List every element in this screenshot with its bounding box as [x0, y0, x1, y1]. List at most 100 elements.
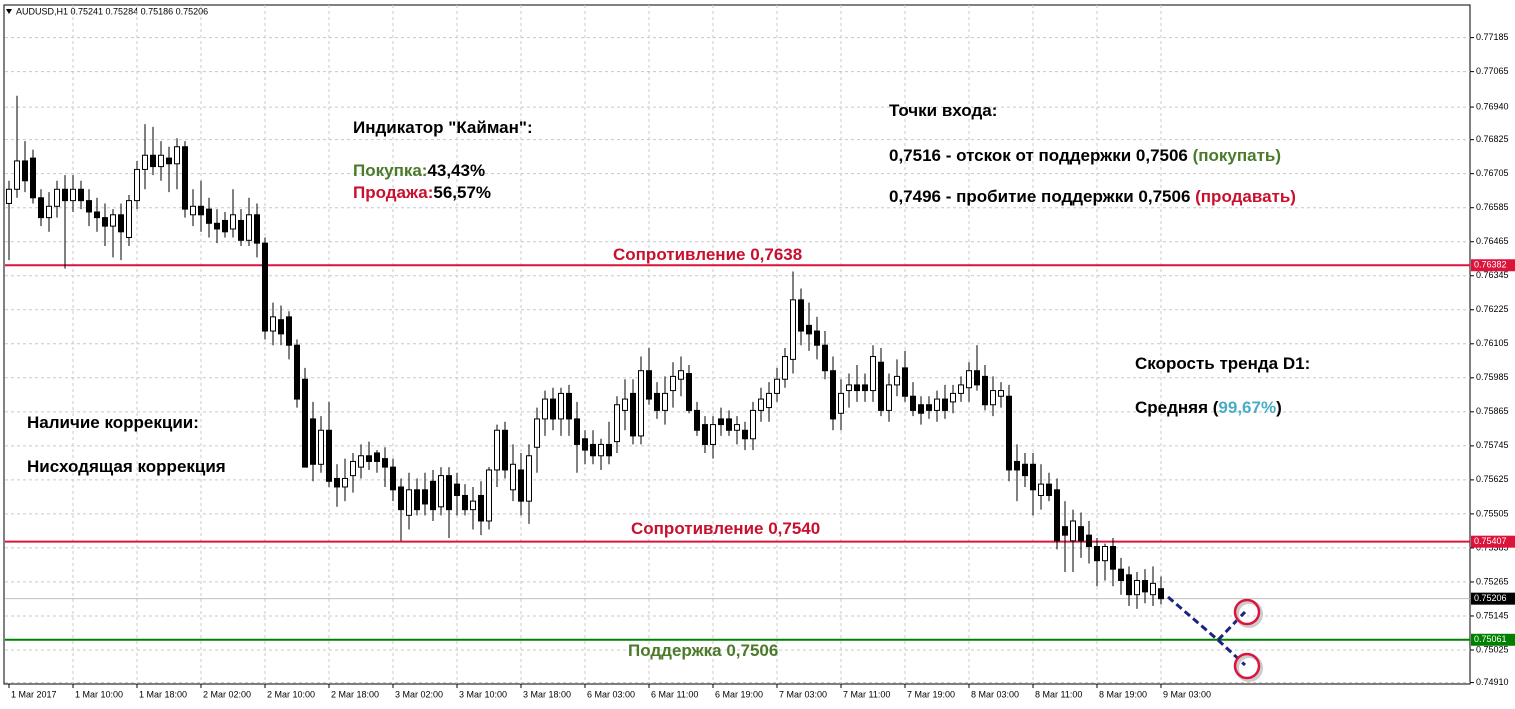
- candle-body: [438, 475, 444, 508]
- candle-body: [750, 409, 756, 440]
- candle-body: [838, 392, 844, 414]
- candle-body: [982, 375, 988, 406]
- correction-value: Нисходящая коррекция: [27, 457, 226, 476]
- candle-body: [526, 455, 532, 502]
- candle-body: [294, 344, 300, 400]
- candle-body: [190, 205, 196, 216]
- candle-body: [38, 197, 44, 219]
- candle-body: [862, 384, 868, 392]
- candle-body: [678, 370, 684, 380]
- candle-body: [574, 418, 580, 445]
- entry2: 0,7496 - пробитие поддержки 0,7506 (прод…: [889, 187, 1296, 206]
- candle-body: [726, 418, 732, 431]
- candle-body: [334, 477, 340, 488]
- y-tick-label: 0.76940: [1476, 101, 1509, 111]
- y-tick-label: 0.76225: [1476, 304, 1509, 314]
- y-tick-label: 0.76705: [1476, 168, 1509, 178]
- candle-body: [502, 429, 508, 471]
- y-tick-label: 0.77065: [1476, 66, 1509, 76]
- x-tick-label: 9 Mar 03:00: [1163, 689, 1211, 699]
- target-circle: [1233, 652, 1261, 680]
- x-tick-label: 6 Mar 11:00: [651, 689, 698, 699]
- candle-body: [926, 404, 932, 411]
- support-label: Поддержка 0,7506: [628, 641, 778, 660]
- candle-body: [302, 378, 308, 468]
- candle-body: [654, 392, 660, 411]
- candle-body: [398, 486, 404, 511]
- x-tick-label: 1 Mar 10:00: [75, 689, 123, 699]
- x-tick-label: 2 Mar 02:00: [203, 689, 251, 699]
- y-tick-label: 0.76105: [1476, 338, 1509, 348]
- candle-body: [462, 494, 468, 511]
- price-tag-label: 0.76382: [1474, 260, 1507, 270]
- candle-body: [766, 392, 772, 409]
- candle-body: [846, 384, 852, 392]
- candle-body: [742, 429, 748, 440]
- candle-body: [598, 443, 604, 457]
- candle-body: [102, 217, 108, 227]
- candle-body: [270, 316, 276, 332]
- y-tick-label: 0.75025: [1476, 644, 1509, 654]
- candle-body: [1142, 580, 1148, 593]
- trend-title: Скорость тренда D1:: [1135, 354, 1310, 373]
- y-tick-label: 0.75145: [1476, 610, 1509, 620]
- candle-body: [1022, 463, 1028, 477]
- candle-body: [1094, 545, 1100, 562]
- candle-body: [430, 480, 436, 511]
- candle-body: [1078, 526, 1084, 542]
- y-tick-label: 0.75745: [1476, 440, 1509, 450]
- trend-line: Средняя (99,67%): [1135, 398, 1282, 417]
- candle-body: [158, 154, 164, 168]
- projection: [1167, 595, 1263, 682]
- entry1: 0,7516 - отскок от поддержки 0,7506 (пок…: [889, 146, 1281, 165]
- candle-body: [1030, 463, 1036, 491]
- candle-body: [390, 466, 396, 491]
- candle-body: [150, 154, 156, 168]
- trend-prefix: Средняя (: [1135, 398, 1219, 417]
- candle-body: [1158, 588, 1164, 600]
- candle-body: [718, 418, 724, 426]
- buy-line: Покупка:43,43%: [353, 161, 485, 180]
- candle-body: [646, 370, 652, 400]
- candle-body: [638, 370, 644, 437]
- candle-body: [686, 373, 692, 411]
- candle-body: [1070, 520, 1076, 542]
- candle-body: [230, 214, 236, 230]
- price-tag: [1471, 633, 1515, 646]
- buy-value: 43,43%: [427, 161, 485, 180]
- candle-body: [30, 157, 36, 199]
- candle-body: [182, 146, 188, 210]
- x-tick-label: 6 Mar 03:00: [587, 689, 635, 699]
- x-tick-label: 8 Mar 19:00: [1099, 689, 1147, 699]
- candle-body: [374, 452, 380, 462]
- candle-body: [358, 455, 364, 468]
- candle-body: [782, 356, 788, 380]
- candle-body: [814, 330, 820, 346]
- candle-body: [54, 188, 60, 207]
- candle-body: [1006, 395, 1012, 471]
- menu-arrow[interactable]: [6, 9, 12, 14]
- candle-body: [246, 214, 252, 241]
- candle-body: [830, 370, 836, 420]
- candle-body: [806, 324, 812, 335]
- candle-body: [990, 390, 996, 406]
- candle-body: [910, 395, 916, 411]
- y-tick-label: 0.74910: [1476, 677, 1509, 687]
- candle-body: [278, 319, 284, 335]
- candle-body: [94, 211, 100, 219]
- candle-body: [126, 200, 132, 238]
- resistance1-label: Сопротивление 0,7638: [613, 245, 802, 264]
- circle-shadow: [1235, 654, 1263, 682]
- candle-body: [1062, 526, 1068, 536]
- price-tag-label: 0.75407: [1474, 536, 1507, 546]
- candle-body: [1126, 574, 1132, 596]
- x-tick-label: 7 Mar 03:00: [779, 689, 827, 699]
- sell-line: Продажа:56,57%: [353, 183, 491, 202]
- candle-body: [558, 392, 564, 420]
- candle-body: [46, 205, 52, 219]
- entry1-action: (покупать): [1193, 146, 1281, 165]
- plot-border: [3, 4, 1471, 685]
- x-tick-label: 7 Mar 19:00: [907, 689, 955, 699]
- candle-body: [70, 188, 76, 202]
- candle-body: [902, 367, 908, 397]
